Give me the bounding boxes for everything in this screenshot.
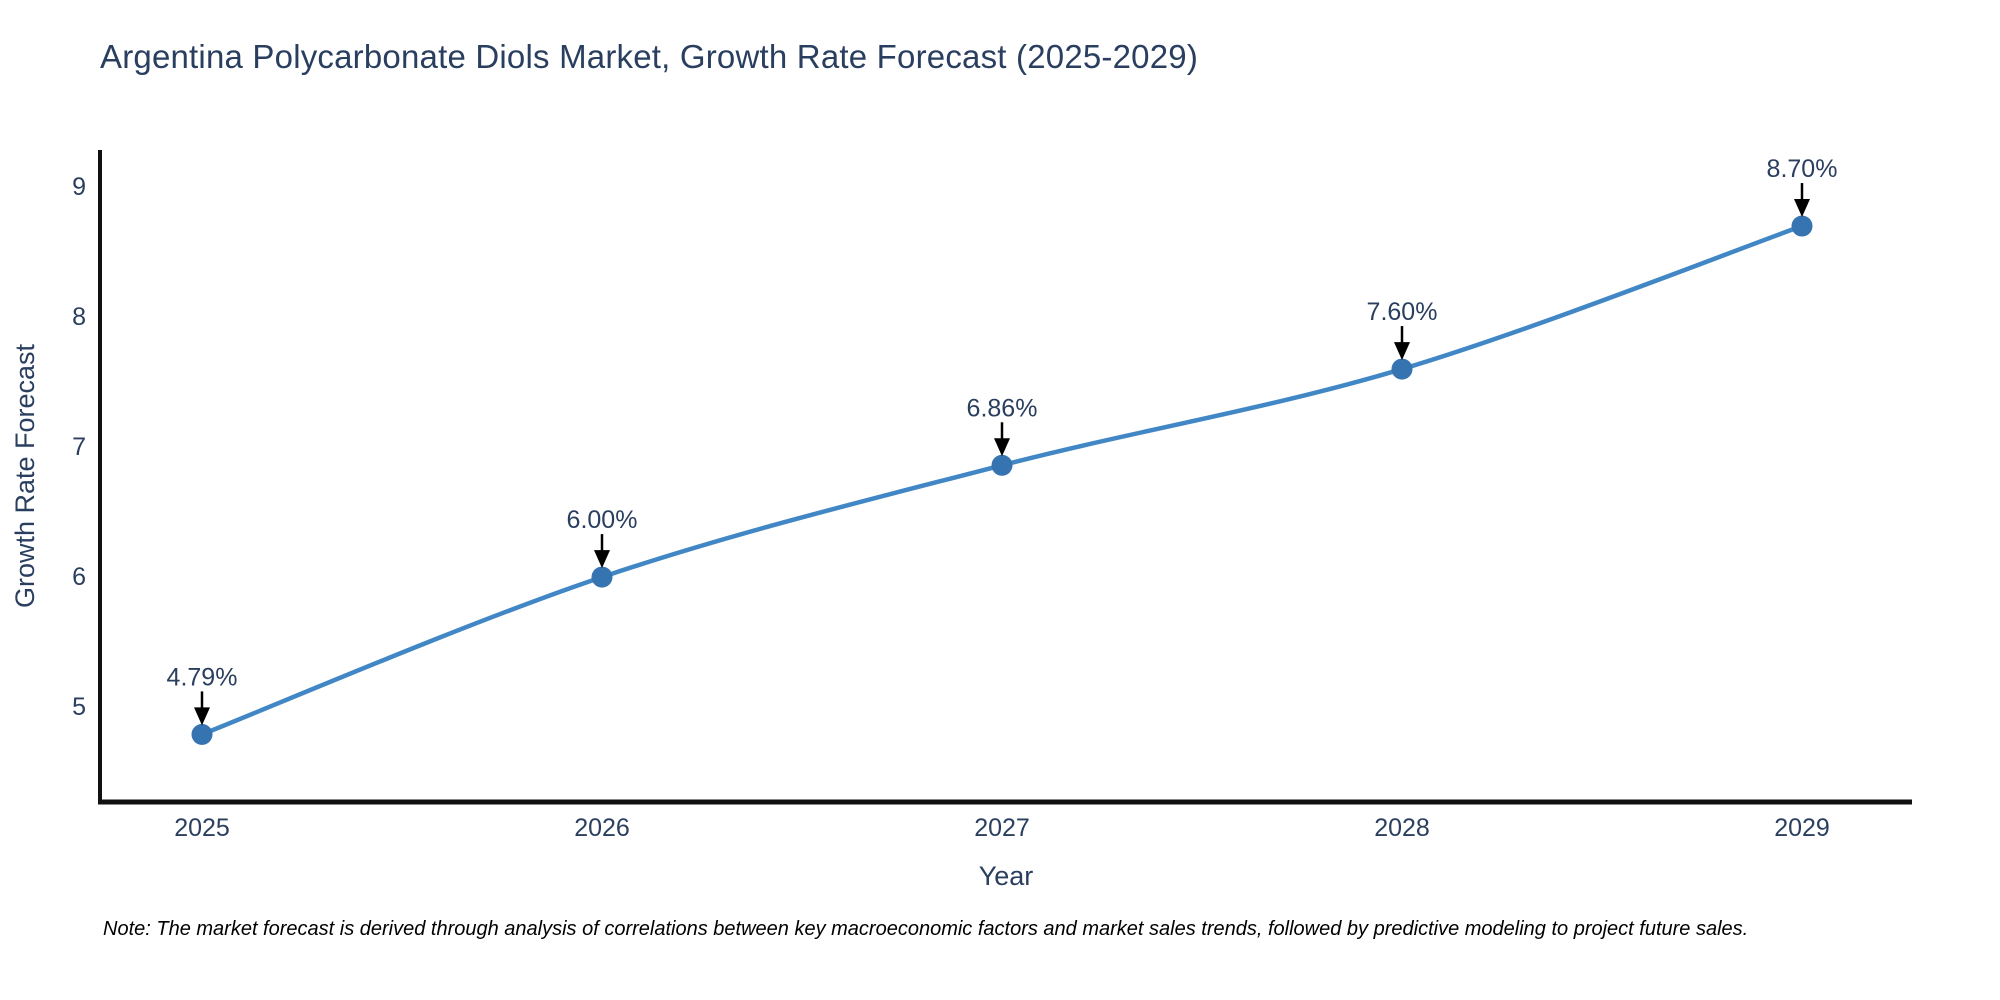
x-tick-label: 2025: [174, 814, 230, 842]
x-tick-label: 2027: [974, 814, 1030, 842]
y-axis-title: Growth Rate Forecast: [10, 343, 40, 608]
y-tick-label: 8: [72, 303, 86, 331]
y-tick-label: 9: [72, 173, 86, 201]
series-line: [199, 223, 1805, 737]
x-axis-title: Year: [979, 861, 1034, 891]
annotation-label: 6.86%: [967, 394, 1038, 422]
data-point-marker: [991, 454, 1013, 476]
annotation-arrow-head: [1794, 199, 1810, 218]
y-tick-label: 7: [72, 433, 86, 461]
x-tick-label: 2028: [1374, 814, 1430, 842]
annotation-arrow-head: [1394, 342, 1410, 361]
chart-title: Argentina Polycarbonate Diols Market, Gr…: [100, 38, 1199, 75]
annotation-label: 4.79%: [167, 663, 238, 691]
annotation-label: 6.00%: [567, 506, 638, 534]
annotation-label: 8.70%: [1767, 155, 1838, 183]
y-tick-label: 5: [72, 693, 86, 721]
data-point-marker: [191, 723, 213, 745]
footnote: Note: The market forecast is derived thr…: [103, 918, 1749, 940]
annotation-arrow-head: [594, 550, 610, 569]
y-tick-label: 6: [72, 563, 86, 591]
annotation-label: 7.60%: [1367, 298, 1438, 326]
annotation-arrow-head: [194, 707, 210, 726]
data-point-marker: [1391, 358, 1413, 380]
data-point-marker: [591, 566, 613, 588]
annotation-arrow-head: [994, 438, 1010, 457]
data-point-marker: [1791, 215, 1813, 237]
x-tick-label: 2029: [1774, 814, 1830, 842]
x-tick-label: 2026: [574, 814, 630, 842]
